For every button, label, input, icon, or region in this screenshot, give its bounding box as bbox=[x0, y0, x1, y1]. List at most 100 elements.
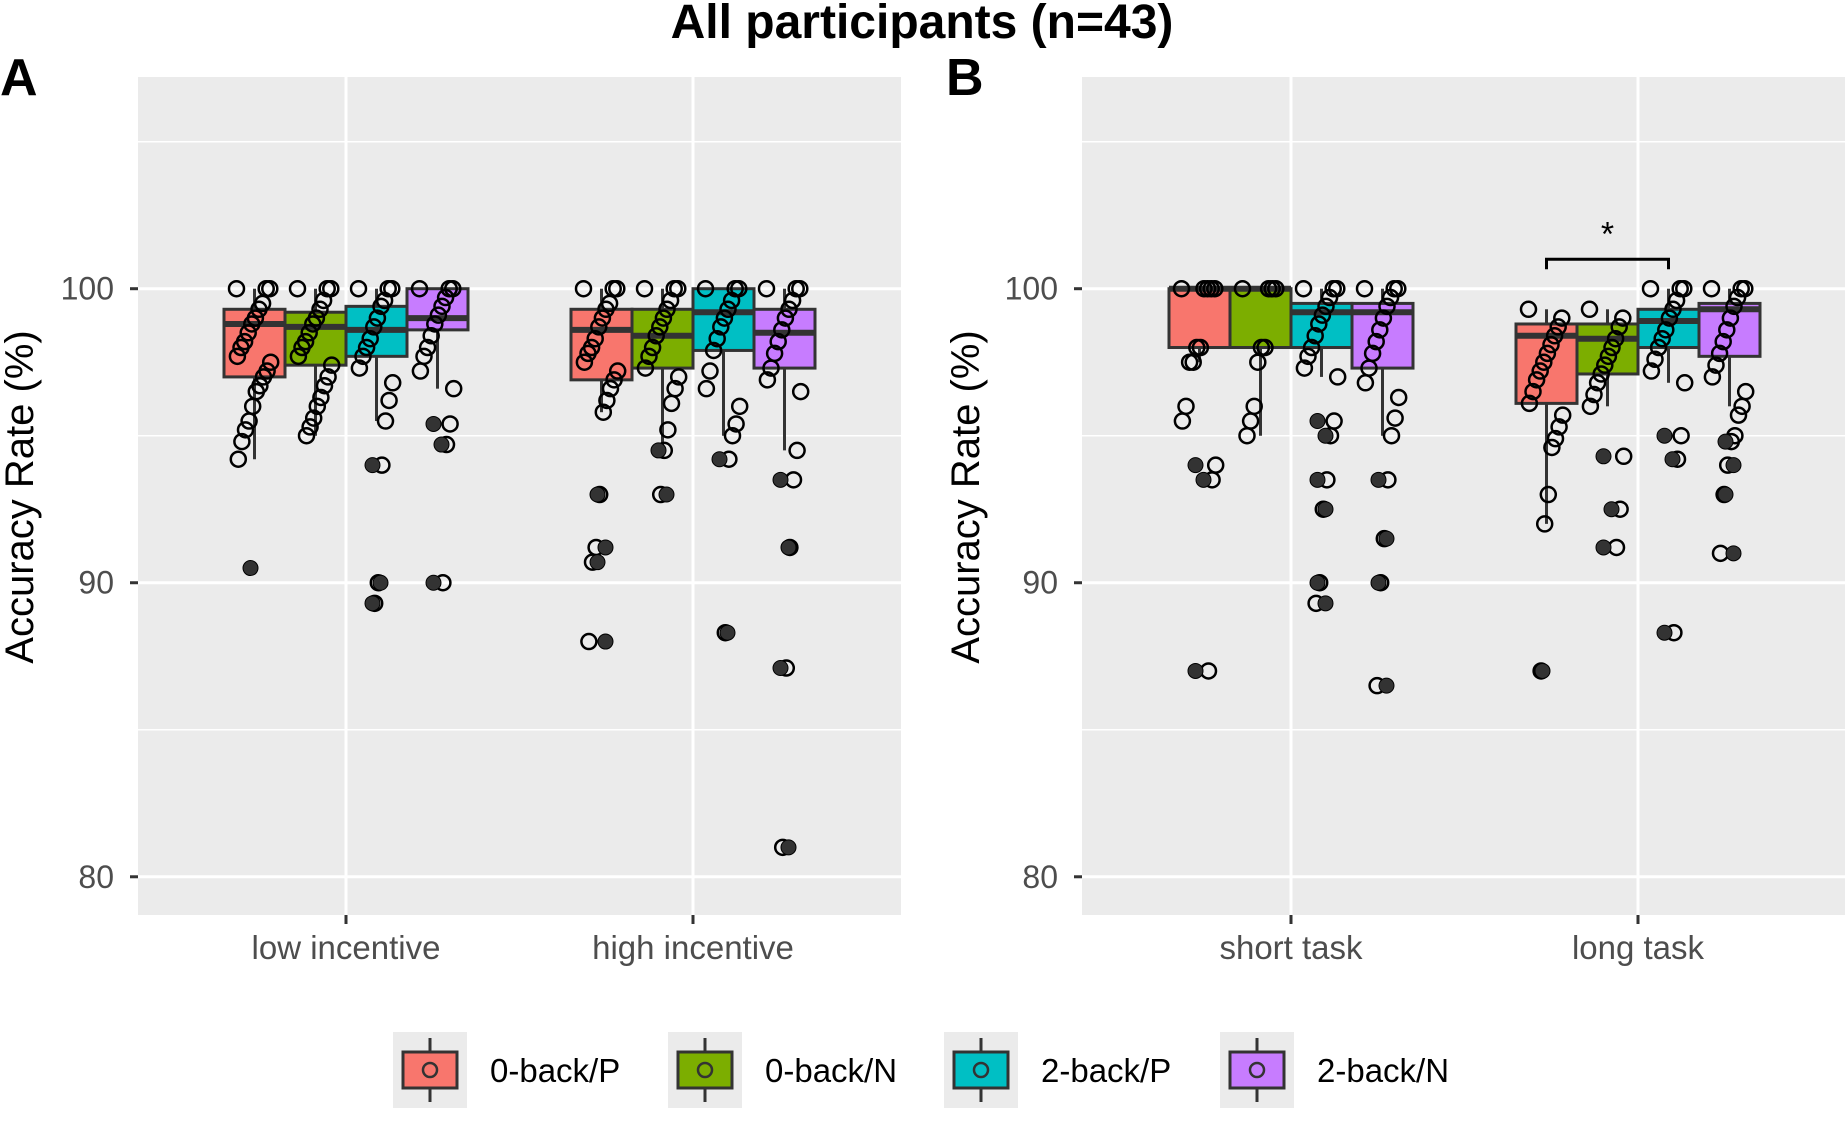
data-point bbox=[594, 403, 613, 421]
x-tick-label: low incentive bbox=[252, 929, 441, 966]
outlier-point bbox=[589, 486, 606, 503]
data-point bbox=[319, 368, 337, 386]
data-point bbox=[444, 379, 463, 398]
data-point bbox=[1543, 438, 1561, 457]
data-point bbox=[240, 412, 258, 430]
data-point bbox=[411, 362, 430, 380]
data-point bbox=[410, 279, 429, 298]
data-point bbox=[380, 391, 398, 410]
data-point bbox=[315, 376, 334, 395]
outlier-point bbox=[1664, 451, 1681, 468]
outlier-point bbox=[597, 539, 614, 556]
data-point bbox=[379, 279, 397, 298]
data-point bbox=[1378, 297, 1396, 316]
data-point bbox=[762, 359, 780, 377]
data-point bbox=[574, 279, 593, 298]
panel-label-b: B bbox=[946, 49, 984, 107]
data-point bbox=[1702, 279, 1721, 298]
data-point bbox=[1664, 300, 1682, 319]
data-point bbox=[1703, 368, 1722, 386]
x-tick-label: short task bbox=[1219, 929, 1363, 966]
data-point bbox=[1249, 353, 1267, 371]
data-point bbox=[1317, 297, 1335, 316]
data-point bbox=[1520, 394, 1539, 413]
data-point bbox=[1642, 362, 1661, 380]
data-point bbox=[597, 300, 615, 319]
data-point bbox=[1386, 409, 1404, 427]
data-point bbox=[1707, 356, 1725, 374]
data-point bbox=[773, 321, 791, 339]
data-point bbox=[635, 279, 654, 298]
outlier-point bbox=[372, 574, 389, 591]
panel-a: A Accuracy Rate (%) 80 90 100 low incentive… bbox=[0, 49, 901, 966]
data-point bbox=[601, 379, 620, 398]
data-point bbox=[426, 315, 444, 333]
y-tick-label: 80 bbox=[78, 859, 114, 895]
data-point bbox=[311, 300, 329, 319]
data-point bbox=[1581, 397, 1600, 416]
data-point bbox=[593, 309, 612, 327]
data-point bbox=[776, 309, 795, 327]
data-point bbox=[1173, 412, 1192, 430]
data-point bbox=[1588, 374, 1607, 392]
data-point bbox=[1195, 279, 1213, 298]
data-point bbox=[1385, 279, 1403, 298]
data-point bbox=[704, 341, 723, 360]
outlier-point bbox=[772, 471, 789, 488]
outlier-point bbox=[1309, 413, 1326, 430]
data-point bbox=[1519, 300, 1538, 319]
data-point bbox=[429, 306, 448, 324]
legend-label: 2-back/N bbox=[1317, 1052, 1449, 1089]
data-point bbox=[304, 315, 322, 333]
data-point bbox=[1614, 309, 1632, 327]
data-point bbox=[1527, 371, 1546, 389]
outlier-point bbox=[1317, 595, 1334, 612]
data-point bbox=[418, 338, 437, 357]
data-point bbox=[349, 279, 368, 298]
significance-bracket bbox=[1545, 257, 1670, 270]
outlier-point bbox=[1595, 539, 1612, 556]
outlier-point bbox=[1309, 471, 1326, 488]
data-point bbox=[293, 338, 311, 357]
data-point bbox=[1328, 368, 1347, 386]
data-point bbox=[608, 362, 627, 380]
data-point bbox=[1299, 347, 1317, 366]
data-point bbox=[757, 279, 776, 298]
data-point bbox=[1675, 374, 1694, 392]
data-point bbox=[1614, 447, 1633, 466]
data-point bbox=[422, 327, 440, 345]
data-point bbox=[598, 391, 616, 410]
data-point bbox=[1546, 429, 1565, 448]
data-point bbox=[227, 279, 246, 298]
data-point bbox=[354, 347, 372, 366]
data-point bbox=[261, 353, 280, 371]
data-point bbox=[1671, 279, 1689, 298]
data-point bbox=[787, 279, 805, 298]
x-tick-label: long task bbox=[1572, 929, 1705, 966]
y-tick-label: 100 bbox=[61, 271, 114, 307]
outlier-point bbox=[1717, 433, 1734, 450]
legend-label: 0-back/P bbox=[490, 1052, 620, 1089]
legend-key-box bbox=[676, 1050, 734, 1090]
y-tick-label: 90 bbox=[78, 565, 114, 601]
data-point bbox=[1374, 309, 1393, 327]
data-point bbox=[1371, 321, 1389, 339]
data-point bbox=[1381, 288, 1400, 307]
data-point bbox=[580, 632, 598, 651]
y-tick-label: 90 bbox=[1022, 565, 1058, 601]
data-point bbox=[1238, 426, 1256, 445]
data-point bbox=[651, 318, 669, 336]
outlier-point bbox=[650, 442, 667, 459]
data-point bbox=[662, 394, 681, 413]
legend-label: 2-back/P bbox=[1041, 1052, 1171, 1089]
data-point bbox=[1535, 353, 1553, 371]
data-point bbox=[322, 356, 341, 374]
data-point bbox=[1610, 318, 1628, 336]
data-point bbox=[1710, 344, 1729, 363]
data-point bbox=[1641, 279, 1660, 298]
data-point bbox=[1259, 279, 1278, 298]
data-point bbox=[441, 415, 459, 433]
data-point bbox=[726, 279, 744, 298]
data-point bbox=[1382, 426, 1401, 445]
data-point bbox=[436, 288, 455, 307]
